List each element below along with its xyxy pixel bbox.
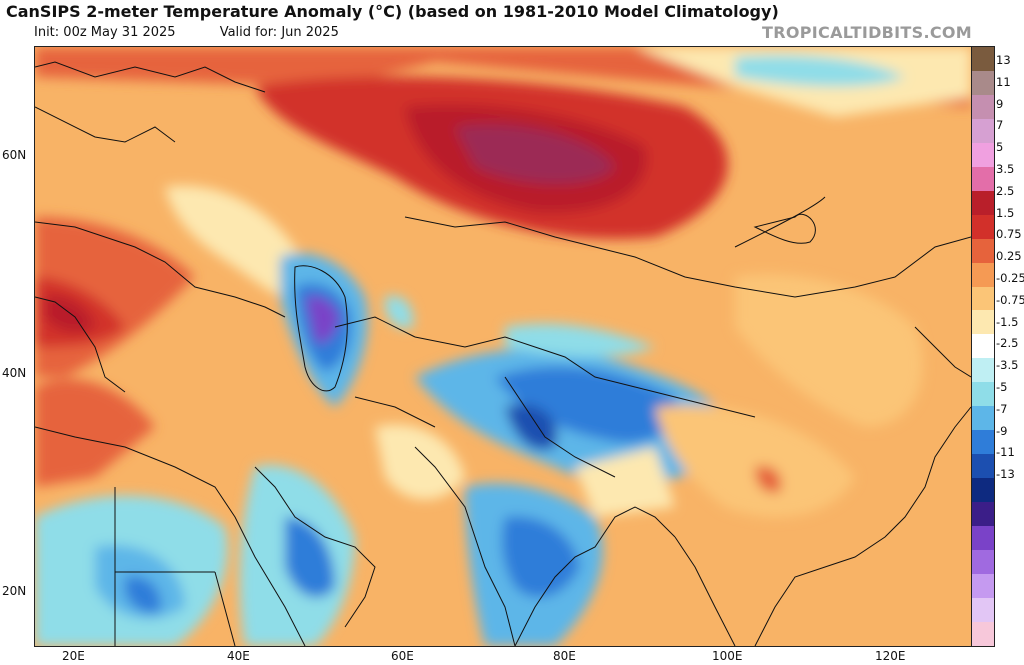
colorbar-swatch: [972, 478, 994, 503]
colorbar-label: 0.25: [996, 249, 1022, 264]
colorbar-swatch: [972, 238, 994, 263]
colorbar-swatch: [972, 70, 994, 95]
lon-label-60e: 60E: [391, 649, 414, 663]
colorbar-swatch: [972, 142, 994, 167]
lon-label-40e: 40E: [227, 649, 250, 663]
colorbar: [971, 46, 995, 647]
colorbar-swatch: [972, 47, 994, 71]
colorbar-swatch: [972, 621, 994, 646]
lon-label-20e: 20E: [62, 649, 85, 663]
colorbar-swatch: [972, 166, 994, 191]
colorbar-label: -11: [996, 445, 1015, 460]
colorbar-label: -13: [996, 467, 1015, 482]
colorbar-label: 13: [996, 53, 1011, 67]
colorbar-swatch: [972, 262, 994, 287]
colorbar-label: -5: [996, 380, 1008, 394]
colorbar-swatch: [972, 358, 994, 383]
colorbar-swatch: [972, 382, 994, 407]
brand-watermark: TROPICALTIDBITS.COM: [762, 23, 972, 42]
colorbar-swatch: [972, 597, 994, 622]
colorbar-swatch: [972, 190, 994, 215]
colorbar-label: -1.5: [996, 314, 1019, 329]
map-title: CanSIPS 2-meter Temperature Anomaly (°C)…: [6, 2, 779, 21]
colorbar-label: 9: [996, 96, 1004, 111]
colorbar-label: -0.25: [996, 271, 1024, 285]
colorbar-swatch: [972, 454, 994, 479]
colorbar-swatch: [972, 502, 994, 527]
colorbar-swatch: [972, 573, 994, 598]
lat-label-20n: 20N: [2, 584, 27, 598]
valid-time: Valid for: Jun 2025: [219, 25, 339, 40]
colorbar-label: -9: [996, 423, 1008, 438]
lon-label-100e: 100E: [712, 649, 743, 663]
lon-label-120e: 120E: [875, 649, 906, 663]
colorbar-swatch: [972, 214, 994, 239]
colorbar-label: 0.75: [996, 227, 1022, 242]
lon-label-80e: 80E: [553, 649, 576, 663]
colorbar-swatch: [972, 406, 994, 431]
colorbar-label: 11: [996, 74, 1011, 89]
colorbar-swatch: [972, 286, 994, 311]
lat-label-40n: 40N: [2, 366, 27, 380]
colorbar-label: 7: [996, 118, 1004, 133]
colorbar-swatch: [972, 310, 994, 335]
map-subtitle: Init: 00z May 31 2025 Valid for: Jun 202…: [34, 25, 379, 40]
init-time: Init: 00z May 31 2025: [34, 25, 176, 40]
colorbar-label: -3.5: [996, 358, 1019, 373]
colorbar-swatch: [972, 526, 994, 551]
colorbar-label: -0.75: [996, 292, 1024, 307]
colorbar-swatch: [972, 550, 994, 574]
colorbar-label: 3.5: [996, 162, 1015, 176]
colorbar-label: -7: [996, 401, 1008, 416]
colorbar-swatch: [972, 430, 994, 455]
colorbar-label: 2.5: [996, 183, 1015, 198]
lat-label-60n: 60N: [2, 148, 27, 162]
colorbar-swatch: [972, 334, 994, 359]
colorbar-swatch: [972, 118, 994, 143]
colorbar-label: -2.5: [996, 336, 1019, 351]
anomaly-map: [34, 46, 972, 647]
colorbar-swatch: [972, 94, 994, 119]
colorbar-label: 1.5: [996, 205, 1015, 220]
colorbar-label: 5: [996, 140, 1004, 155]
anomaly-field: [35, 47, 971, 646]
